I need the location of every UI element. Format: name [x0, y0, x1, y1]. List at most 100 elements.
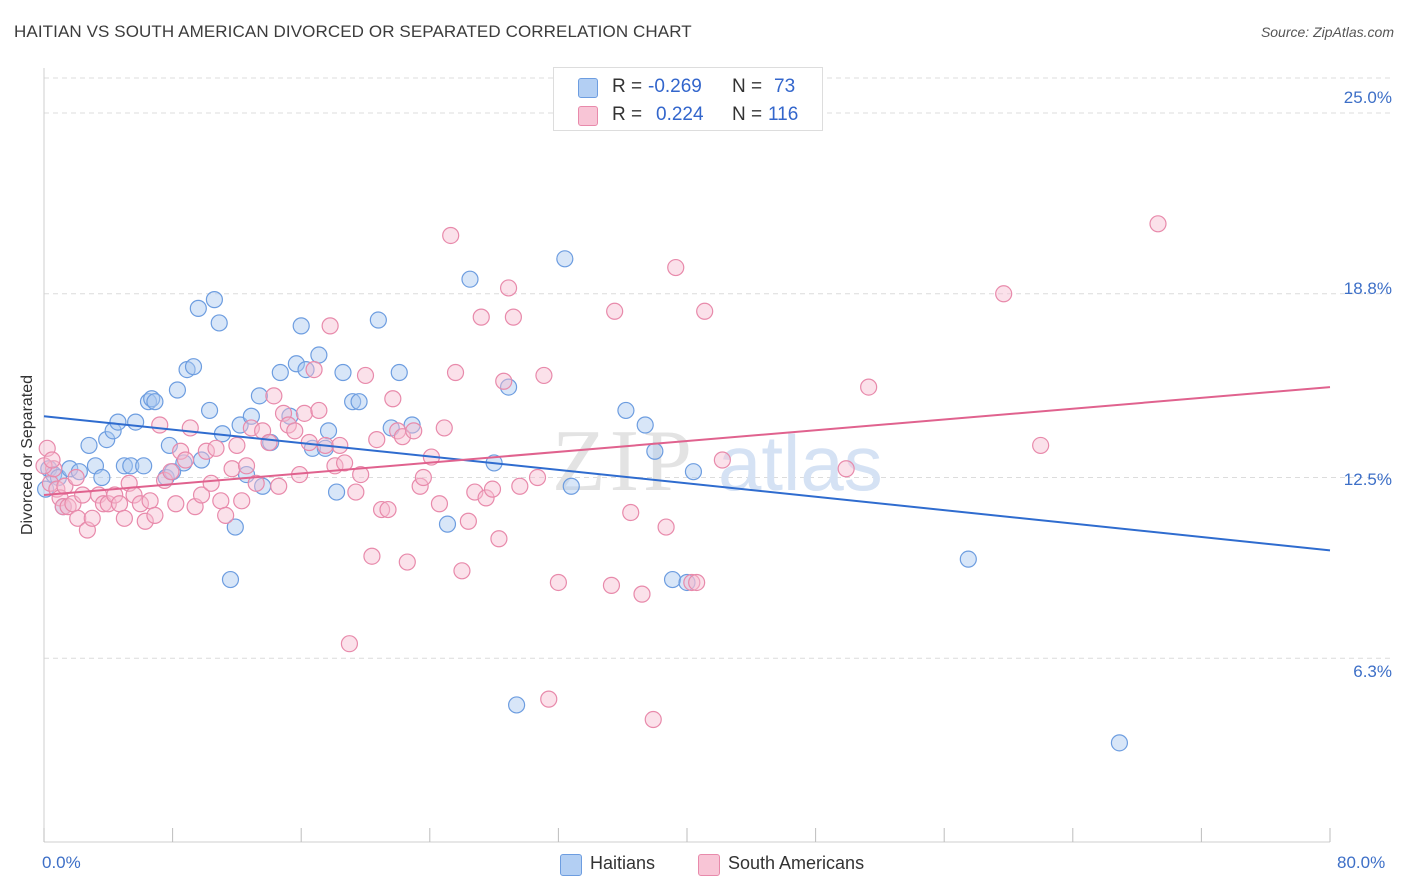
- data-points: [35, 215, 1167, 752]
- south-american-point: [56, 477, 74, 495]
- south-american-point: [490, 530, 508, 548]
- haitian-point: [327, 483, 346, 501]
- haitian-point: [189, 299, 207, 317]
- south-american-point: [1032, 436, 1050, 455]
- haitian-point: [319, 422, 338, 440]
- south-american-point: [197, 442, 215, 460]
- south-american-point: [372, 500, 391, 519]
- south-american-point: [106, 486, 124, 504]
- stats-legend-box: R = -0.269 N = 73 R = 0.224 N = 116: [553, 67, 823, 131]
- haitian-point: [556, 250, 574, 268]
- y-tick-6-3: 6.3%: [1353, 662, 1392, 681]
- south-american-point: [453, 562, 471, 580]
- haitian-point: [461, 270, 479, 288]
- haitian-point: [226, 518, 244, 536]
- south-american-point: [713, 451, 731, 469]
- south-american-point: [352, 465, 370, 484]
- south-american-point: [340, 635, 359, 653]
- south-american-point: [270, 477, 288, 495]
- south-american-point: [228, 436, 246, 455]
- south-american-point: [73, 486, 92, 504]
- south-american-point: [398, 553, 416, 571]
- haitian-point: [80, 436, 98, 455]
- south-american-point: [162, 463, 180, 481]
- south-american-point: [435, 419, 453, 437]
- south-american-point: [602, 576, 621, 594]
- south-american-point: [837, 460, 855, 478]
- haitian-point: [127, 413, 145, 431]
- south-americans-trend-line: [43, 386, 1331, 496]
- haitian-point: [146, 393, 164, 411]
- south-american-point: [549, 573, 568, 592]
- south-american-point: [688, 573, 706, 592]
- r-value: 0.224: [656, 104, 704, 125]
- south-american-point: [54, 498, 72, 516]
- haitian-point: [390, 363, 408, 382]
- south-american-point: [540, 690, 558, 708]
- trend-lines: [43, 386, 1331, 552]
- haitian-point: [350, 393, 368, 411]
- haitian-point: [310, 346, 328, 364]
- south-american-point: [1149, 215, 1167, 233]
- south-american-point: [136, 512, 154, 530]
- south-american-point: [110, 495, 129, 513]
- haitian-point: [344, 393, 362, 411]
- south-american-point: [356, 366, 375, 385]
- watermark-zip: ZIP: [552, 413, 696, 510]
- haitian-point: [369, 311, 387, 329]
- haitian-point: [184, 358, 203, 376]
- haitian-point: [678, 573, 696, 592]
- south-american-point: [212, 492, 230, 510]
- y-axis-label: Divorced or Separated: [19, 374, 36, 536]
- gridlines: [44, 77, 1392, 659]
- south-american-point: [295, 404, 314, 422]
- haitian-point: [231, 416, 249, 434]
- haitian-point: [646, 442, 664, 460]
- haitians-swatch: [578, 78, 598, 98]
- south-american-point: [242, 419, 260, 437]
- haitian-point: [205, 291, 223, 309]
- south-american-point: [667, 258, 685, 277]
- south-american-point: [265, 387, 283, 405]
- south-american-point: [83, 509, 101, 527]
- haitian-point: [122, 457, 140, 475]
- south-american-point: [181, 419, 199, 437]
- south-american-point: [363, 547, 381, 565]
- south-american-point: [115, 509, 133, 527]
- y-tick-18-8: 18.8%: [1343, 279, 1392, 298]
- haitian-point: [508, 696, 526, 714]
- south-american-point: [43, 451, 61, 469]
- south-american-point: [233, 492, 251, 510]
- haitian-point: [334, 363, 352, 382]
- haitian-point: [438, 515, 457, 533]
- y-tick-25: 25.0%: [1343, 88, 1392, 107]
- legend-label: South Americans: [728, 853, 865, 873]
- south-american-point: [414, 468, 432, 487]
- haitian-point: [98, 430, 116, 449]
- south-americans-swatch: [578, 106, 598, 126]
- south-american-point: [379, 500, 397, 519]
- haitian-point: [636, 416, 654, 434]
- south-american-point: [202, 474, 220, 492]
- stats-row-haitians: R = -0.269 N = 73: [554, 72, 822, 102]
- y-tick-12-5: 12.5%: [1343, 470, 1392, 489]
- stats-row-south-americans: R = 0.224 N = 116: [554, 100, 822, 130]
- haitian-point: [168, 381, 187, 399]
- haitian-point: [684, 463, 703, 481]
- south-american-point: [860, 378, 878, 396]
- south-american-point: [411, 477, 429, 495]
- south-american-point: [446, 363, 465, 382]
- haitian-point: [242, 407, 260, 425]
- south-american-point: [622, 503, 640, 522]
- south-american-point: [499, 279, 518, 297]
- source-label: Source: ZipAtlas.com: [1260, 24, 1394, 40]
- haitian-point: [292, 317, 310, 335]
- south-american-point: [504, 308, 522, 326]
- haitians-trend-line: [43, 415, 1331, 552]
- south-american-point: [347, 483, 365, 501]
- n-value: 116: [768, 104, 799, 125]
- south-american-point: [495, 372, 513, 390]
- south-american-point: [528, 468, 547, 487]
- haitian-point: [143, 390, 161, 408]
